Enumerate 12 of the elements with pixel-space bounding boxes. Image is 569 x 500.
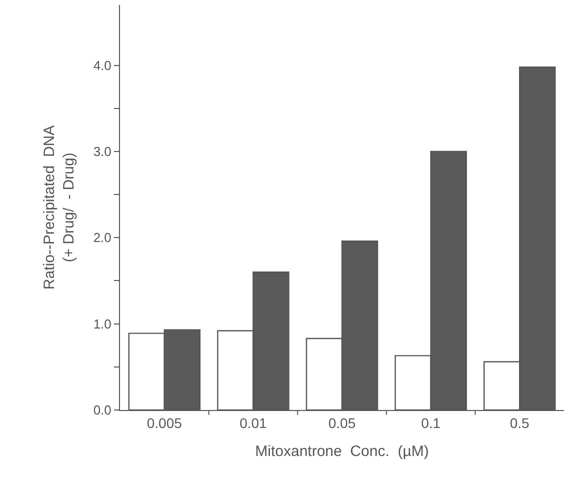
y-tick-label: 4.0	[93, 58, 112, 73]
x-tick-label: 0.01	[240, 414, 268, 431]
x-tick-label: 0.005	[146, 414, 182, 431]
y-axis-title: Ratio--Precipitated DNA (+ Drug/ - Drug)	[41, 125, 78, 290]
x-axis-title: Mitoxantrone Conc. (µM)	[255, 442, 429, 460]
y-tick-label: 0.0	[93, 402, 112, 418]
y-tick-label: 3.0	[93, 144, 112, 160]
y-tick-label: 2.0	[93, 230, 112, 246]
x-tick-label: 0.1	[421, 414, 441, 431]
y-tick-label: 1.0	[93, 316, 112, 332]
x-tick-label: 0.5	[510, 414, 530, 431]
x-tick-label: 0.05	[328, 414, 356, 431]
